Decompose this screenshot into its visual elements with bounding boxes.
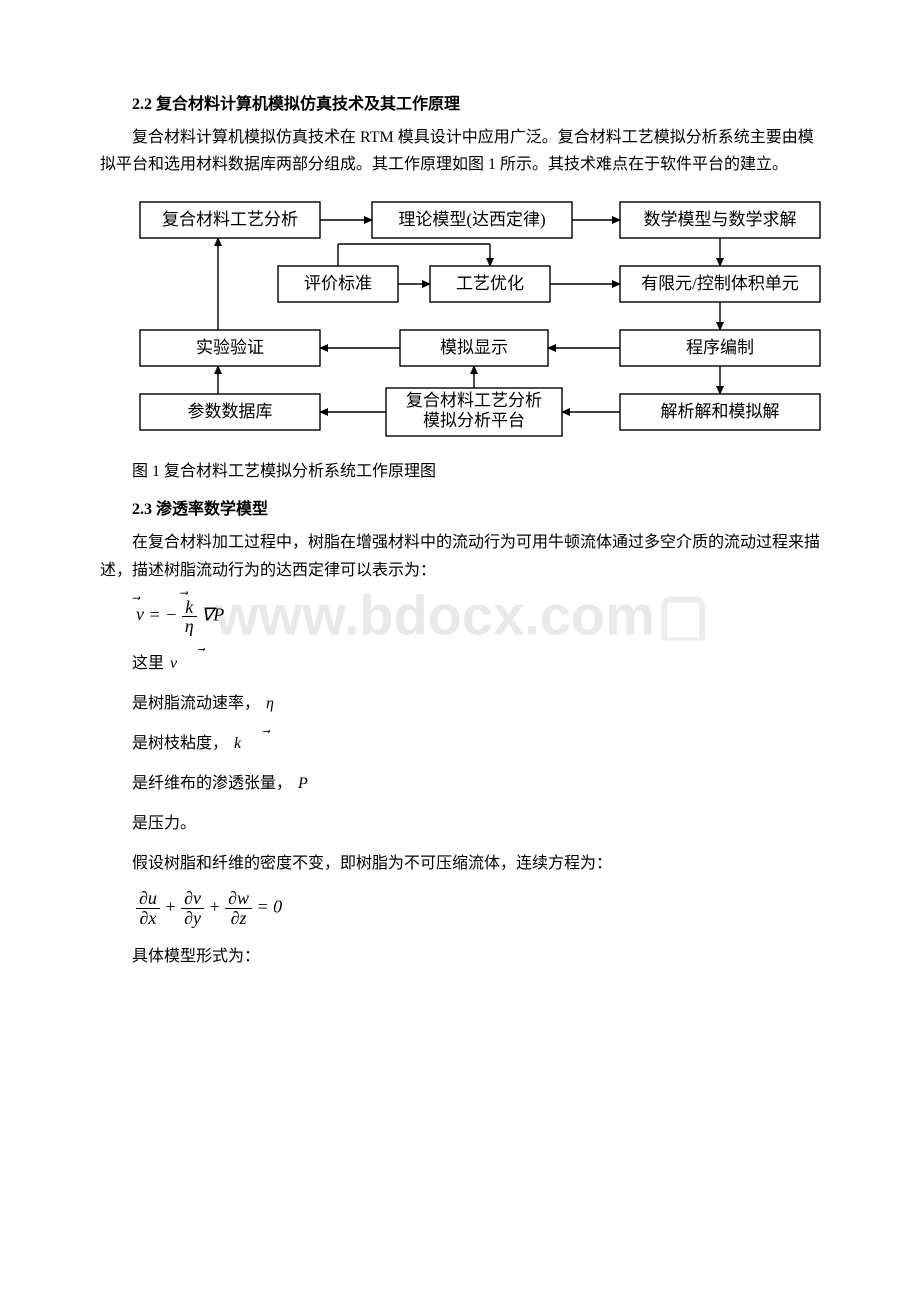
heading-2-2: 2.2 复合材料计算机模拟仿真技术及其工作原理 bbox=[100, 90, 820, 114]
flow-node-label: 工艺优化 bbox=[456, 274, 524, 293]
flow-node-label: 实验验证 bbox=[196, 338, 264, 357]
symbol-v: ⃗v bbox=[170, 655, 177, 672]
flow-node-label: 复合材料工艺分析 bbox=[406, 391, 542, 410]
flow-node-label: 模拟显示 bbox=[440, 338, 508, 357]
formula-darcy: ⃗v = − ⃗kη ∇P bbox=[136, 598, 820, 635]
document-page: www.bdocx.com 2.2 复合材料计算机模拟仿真技术及其工作原理 复合… bbox=[0, 0, 920, 1302]
symbol-eta: η bbox=[266, 695, 274, 712]
text: 是树脂流动速率， bbox=[132, 695, 260, 712]
flow-node-label: 模拟分析平台 bbox=[423, 411, 525, 430]
def-p-after: 是压力。 bbox=[100, 809, 820, 833]
paragraph-2-3: 在复合材料加工过程中，树脂在增强材料中的流动行为可用牛顿流体通过多空介质的流动过… bbox=[100, 529, 820, 583]
flow-node-label: 评价标准 bbox=[304, 274, 372, 293]
text: 这里 bbox=[132, 655, 164, 672]
heading-2-3: 2.3 渗透率数学模型 bbox=[100, 495, 820, 519]
flow-node-label: 程序编制 bbox=[686, 338, 754, 357]
flow-node-label: 解析解和模拟解 bbox=[661, 402, 780, 421]
symbol-p: P bbox=[298, 775, 308, 792]
figure-1: 复合材料工艺分析理论模型(达西定律)数学模型与数学求解评价标准工艺优化有限元/控… bbox=[110, 192, 830, 449]
flow-node-label: 参数数据库 bbox=[188, 402, 273, 421]
formula-continuity: ∂u∂x + ∂v∂y + ∂w∂z = 0 bbox=[136, 889, 820, 928]
text: 是纤维布的渗透张量， bbox=[132, 775, 292, 792]
def-k: 是树枝粘度，⃗k bbox=[100, 729, 820, 753]
flowchart-svg: 复合材料工艺分析理论模型(达西定律)数学模型与数学求解评价标准工艺优化有限元/控… bbox=[110, 192, 830, 444]
figure-1-caption: 图 1 复合材料工艺模拟分析系统工作原理图 bbox=[100, 457, 820, 481]
continuity-intro: 假设树脂和纤维的密度不变，即树脂为不可压缩流体，连续方程为： bbox=[100, 849, 820, 873]
flow-node-label: 理论模型(达西定律) bbox=[398, 210, 545, 229]
flow-node-label: 数学模型与数学求解 bbox=[644, 210, 797, 229]
def-v: 这里⃗v bbox=[100, 649, 820, 673]
def-eta: 是树脂流动速率， η bbox=[100, 689, 820, 713]
content: 2.2 复合材料计算机模拟仿真技术及其工作原理 复合材料计算机模拟仿真技术在 R… bbox=[100, 90, 820, 966]
text: 是树枝粘度， bbox=[132, 735, 228, 752]
model-intro: 具体模型形式为： bbox=[100, 942, 820, 966]
flow-node-label: 有限元/控制体积单元 bbox=[641, 274, 799, 293]
symbol-k: ⃗k bbox=[234, 735, 241, 752]
paragraph-2-2: 复合材料计算机模拟仿真技术在 RTM 模具设计中应用广泛。复合材料工艺模拟分析系… bbox=[100, 124, 820, 178]
flow-node-label: 复合材料工艺分析 bbox=[162, 210, 298, 229]
def-p: 是纤维布的渗透张量， P bbox=[100, 769, 820, 793]
